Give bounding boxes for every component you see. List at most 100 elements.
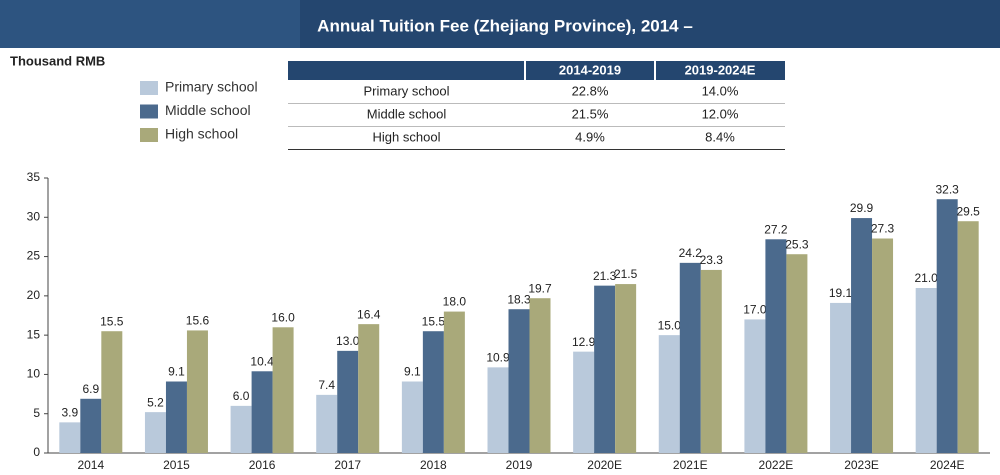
value-label: 9.1 [168, 365, 185, 379]
y-tick-label: 35 [27, 170, 41, 184]
bar [594, 285, 616, 453]
x-tick-label: 2020E [587, 458, 622, 472]
bar [915, 288, 937, 453]
y-tick-label: 10 [27, 367, 41, 381]
y-tick-label: 20 [27, 288, 41, 302]
legend-swatch [140, 104, 158, 119]
bar [59, 422, 81, 453]
bar [765, 239, 787, 453]
value-label: 6.9 [82, 382, 99, 396]
bar [957, 221, 979, 453]
value-label: 25.3 [785, 237, 809, 251]
value-label: 21.5 [614, 267, 638, 281]
bar [658, 335, 680, 453]
value-label: 21.0 [915, 271, 939, 285]
value-label: 23.3 [700, 253, 724, 267]
legend-label: Primary school [165, 79, 258, 95]
bar [251, 371, 273, 453]
table-row-label: High school [373, 129, 441, 144]
table-cell: 22.8% [572, 83, 609, 98]
value-label: 10.4 [250, 354, 274, 368]
x-tick-label: 2019 [506, 458, 533, 472]
bar [615, 284, 637, 453]
bar [508, 309, 530, 453]
value-label: 27.2 [764, 222, 788, 236]
x-tick-label: 2023E [844, 458, 879, 472]
y-tick-label: 15 [27, 327, 41, 341]
bar [830, 302, 852, 453]
bar [936, 199, 958, 453]
value-label: 12.9 [572, 335, 596, 349]
bar [700, 269, 722, 453]
value-label: 5.2 [147, 395, 164, 409]
value-label: 15.0 [658, 318, 682, 332]
value-label: 21.3 [593, 269, 617, 283]
bar [272, 327, 294, 453]
value-label: 9.1 [404, 365, 421, 379]
legend-label: Middle school [165, 102, 251, 118]
x-tick-label: 2021E [673, 458, 708, 472]
value-label: 16.4 [357, 307, 381, 321]
bar [573, 351, 595, 453]
value-label: 24.2 [679, 246, 703, 260]
value-label: 6.0 [233, 389, 250, 403]
bar [144, 412, 166, 453]
header-shade [0, 0, 300, 48]
value-label: 29.5 [957, 204, 981, 218]
legend-swatch [140, 128, 158, 142]
legend-label: High school [165, 126, 238, 142]
bar [230, 405, 252, 453]
x-tick-label: 2017 [334, 458, 361, 472]
bar [165, 381, 187, 453]
value-label: 29.9 [850, 201, 874, 215]
bar [851, 218, 873, 453]
value-label: 10.9 [486, 351, 510, 365]
x-tick-label: 2015 [163, 458, 190, 472]
x-tick-label: 2022E [759, 458, 794, 472]
bar [487, 367, 509, 453]
y-tick-label: 30 [27, 209, 41, 223]
value-label: 7.4 [318, 378, 335, 392]
bar [744, 319, 766, 453]
value-label: 32.3 [936, 182, 960, 196]
bar [786, 254, 808, 453]
bar [186, 330, 208, 453]
value-label: 3.9 [61, 406, 78, 420]
value-label: 15.5 [422, 314, 446, 328]
y-tick-label: 0 [33, 445, 40, 459]
table-row-label: Middle school [367, 106, 447, 121]
value-label: 19.7 [528, 281, 552, 295]
table-cell: 4.9% [575, 129, 605, 144]
value-label: 15.6 [186, 314, 210, 328]
x-tick-label: 2018 [420, 458, 447, 472]
table-cell: 8.4% [705, 129, 735, 144]
table-column-header: 2019-2024E [685, 62, 756, 77]
bar [443, 311, 465, 453]
table-cell: 12.0% [702, 106, 739, 121]
bar [80, 398, 102, 453]
bar [101, 331, 123, 453]
value-label: 17.0 [743, 303, 767, 317]
value-label: 16.0 [271, 310, 295, 324]
bar [422, 331, 444, 453]
x-tick-label: 2016 [249, 458, 276, 472]
table-row-label: Primary school [364, 83, 450, 98]
bar [337, 350, 359, 453]
bar [316, 394, 338, 453]
table-cell: 21.5% [572, 106, 609, 121]
y-tick-label: 5 [33, 406, 40, 420]
y-tick-label: 25 [27, 249, 41, 263]
value-label: 18.0 [443, 295, 467, 309]
x-tick-label: 2014 [77, 458, 104, 472]
bar [872, 238, 894, 453]
value-label: 19.1 [829, 286, 853, 300]
table-cell: 14.0% [702, 83, 739, 98]
x-tick-label: 2024E [930, 458, 965, 472]
bar [679, 262, 701, 453]
value-label: 18.3 [507, 292, 531, 306]
value-label: 27.3 [871, 222, 895, 236]
bar [358, 324, 380, 453]
value-label: 15.5 [100, 314, 124, 328]
bar [401, 381, 423, 453]
